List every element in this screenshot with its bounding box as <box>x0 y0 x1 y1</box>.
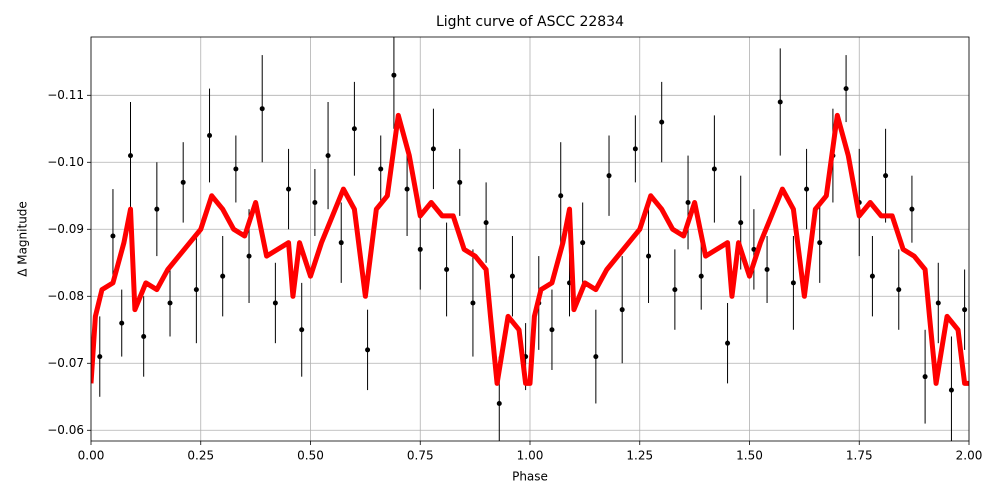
x-tick-label: 1.75 <box>846 449 873 463</box>
y-axis-label: Δ Magnitude <box>16 201 30 277</box>
data-point <box>286 186 292 192</box>
x-tick-label: 1.25 <box>626 449 653 463</box>
data-point <box>764 266 770 272</box>
data-point <box>351 126 357 132</box>
plot-area <box>91 37 969 441</box>
data-point <box>659 119 665 125</box>
data-point <box>97 354 103 360</box>
data-point <box>180 179 186 185</box>
data-point <box>299 327 305 333</box>
data-point <box>404 186 410 192</box>
data-point <box>580 240 586 246</box>
data-point <box>593 354 599 360</box>
y-tick-label: −0.08 <box>47 289 84 303</box>
data-point <box>141 333 147 339</box>
data-point <box>509 273 515 279</box>
data-point <box>365 347 371 353</box>
x-tick-label: 0.75 <box>407 449 434 463</box>
data-point <box>246 253 252 259</box>
data-point <box>777 99 783 105</box>
data-point <box>725 340 731 346</box>
data-point <box>619 307 625 313</box>
data-point <box>430 146 436 152</box>
data-point <box>751 246 757 252</box>
y-tick-label: −0.07 <box>47 356 84 370</box>
data-point <box>632 146 638 152</box>
data-point <box>233 166 239 172</box>
data-point <box>128 153 134 159</box>
data-point <box>711 166 717 172</box>
x-tick-label: 0.50 <box>297 449 324 463</box>
data-point <box>110 233 116 239</box>
data-point <box>338 240 344 246</box>
data-point <box>193 287 199 293</box>
data-point <box>207 132 213 138</box>
data-point <box>869 273 875 279</box>
data-point <box>738 220 744 226</box>
x-tick-label: 1.50 <box>736 449 763 463</box>
model-line <box>91 112 969 386</box>
data-point <box>154 206 160 212</box>
data-point <box>312 199 318 205</box>
data-point <box>119 320 125 326</box>
data-point <box>672 287 678 293</box>
data-point <box>817 240 823 246</box>
data-point <box>922 374 928 380</box>
axes: 0.00 0.25 0.50 0.75 1.00 1.25 1.50 1.75 2.00 −0.1… <box>47 88 982 463</box>
y-tick-label: −0.10 <box>47 155 84 169</box>
data-point <box>325 153 331 159</box>
data-point <box>896 287 902 293</box>
data-point <box>790 280 796 286</box>
data-point <box>804 186 810 192</box>
data-point <box>220 273 226 279</box>
data-point <box>391 72 397 78</box>
x-tick-label: 1.00 <box>517 449 544 463</box>
data-point <box>883 173 889 179</box>
chart-title: Light curve of ASCC 22834 <box>436 14 624 30</box>
data-point <box>470 300 476 306</box>
x-tick-label: 0.00 <box>78 449 105 463</box>
y-tick-label: −0.09 <box>47 222 84 236</box>
data-point <box>948 387 954 393</box>
data-point <box>646 253 652 259</box>
data-point <box>483 220 489 226</box>
data-point <box>272 300 278 306</box>
data-point <box>935 300 941 306</box>
data-point <box>378 166 384 172</box>
data-point <box>259 106 265 112</box>
data-point <box>549 327 555 333</box>
data-point <box>167 300 173 306</box>
x-tick-label: 2.00 <box>956 449 983 463</box>
data-point <box>606 173 612 179</box>
data-point <box>457 179 463 185</box>
x-tick-label: 0.25 <box>187 449 214 463</box>
y-tick-label: −0.11 <box>47 88 84 102</box>
data-point <box>962 307 968 313</box>
x-axis-label: Phase <box>512 470 548 484</box>
data-point <box>685 199 691 205</box>
data-point <box>909 206 915 212</box>
data-point <box>496 400 502 406</box>
data-point <box>444 266 450 272</box>
data-point <box>698 273 704 279</box>
data-point <box>417 246 423 252</box>
data-point <box>843 86 849 92</box>
y-tick-label: −0.06 <box>47 423 84 437</box>
data-point <box>558 193 564 199</box>
